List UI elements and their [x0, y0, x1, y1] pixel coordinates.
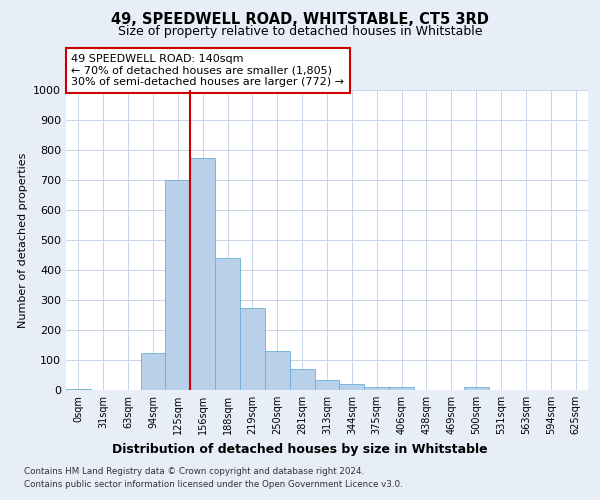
Text: Distribution of detached houses by size in Whitstable: Distribution of detached houses by size …	[112, 442, 488, 456]
Bar	[166, 180, 190, 390]
Text: 49 SPEEDWELL ROAD: 140sqm
← 70% of detached houses are smaller (1,805)
30% of se: 49 SPEEDWELL ROAD: 140sqm ← 70% of detac…	[71, 54, 344, 87]
Bar	[140, 352, 166, 390]
Bar	[464, 387, 488, 390]
Bar	[240, 308, 265, 390]
Bar	[215, 258, 240, 390]
Bar	[364, 387, 389, 390]
Bar	[265, 351, 290, 390]
Bar	[389, 387, 414, 390]
Bar	[290, 369, 314, 390]
Text: Contains HM Land Registry data © Crown copyright and database right 2024.: Contains HM Land Registry data © Crown c…	[24, 468, 364, 476]
Y-axis label: Number of detached properties: Number of detached properties	[17, 152, 28, 328]
Text: Size of property relative to detached houses in Whitstable: Size of property relative to detached ho…	[118, 25, 482, 38]
Text: Contains public sector information licensed under the Open Government Licence v3: Contains public sector information licen…	[24, 480, 403, 489]
Text: 49, SPEEDWELL ROAD, WHITSTABLE, CT5 3RD: 49, SPEEDWELL ROAD, WHITSTABLE, CT5 3RD	[111, 12, 489, 28]
Bar	[314, 380, 340, 390]
Bar	[340, 384, 364, 390]
Bar	[190, 158, 215, 390]
